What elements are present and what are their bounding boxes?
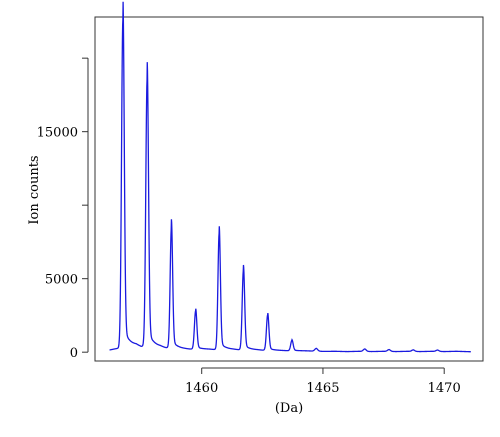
x-tick-label: 1470	[428, 381, 461, 396]
y-tick-label: 5000	[45, 273, 78, 288]
x-axis: 1460 1465 1470	[185, 367, 461, 396]
y-tick-label: 0	[70, 346, 78, 361]
spectrum-line	[109, 1, 471, 353]
y-tick-label: 15000	[37, 126, 78, 141]
x-tick-label: 1465	[306, 381, 339, 396]
x-tick-label: 1460	[185, 381, 218, 396]
plot-frame	[94, 16, 484, 362]
y-axis: 0 5000 15000	[37, 57, 89, 361]
y-axis-label: Ion counts	[27, 155, 42, 224]
x-axis-label: (Da)	[275, 401, 303, 416]
